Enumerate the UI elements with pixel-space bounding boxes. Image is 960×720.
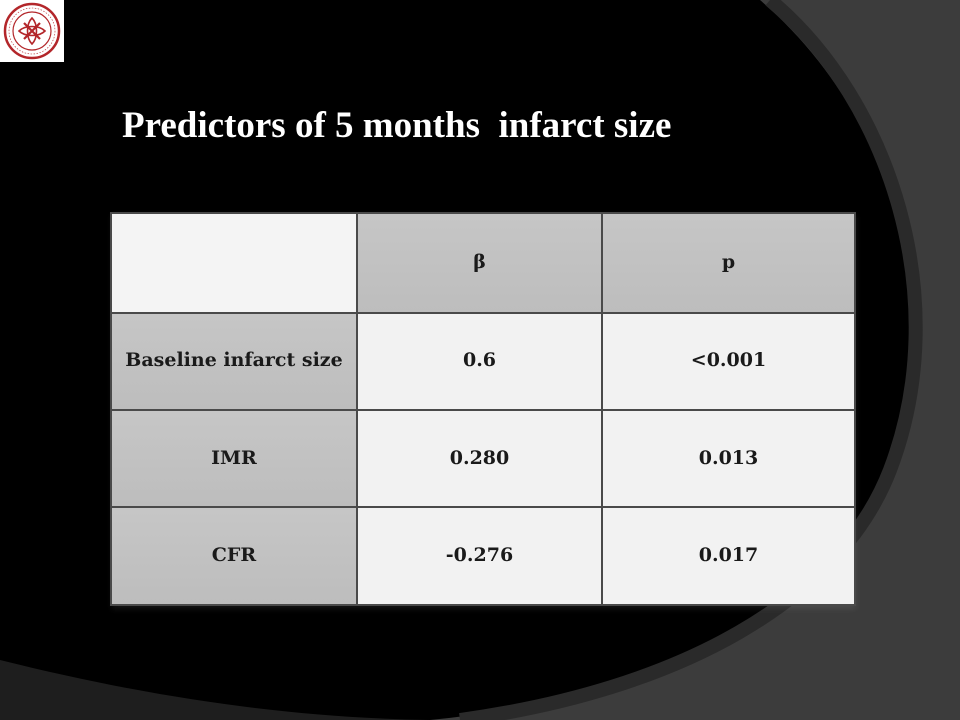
results-table: β p Baseline infarct size 0.6 <0.001 IMR…: [110, 212, 856, 606]
beta-value: -0.276: [356, 506, 603, 606]
table-row: CFR -0.276 0.017: [110, 506, 856, 606]
predictors-table: β p Baseline infarct size 0.6 <0.001 IMR…: [110, 212, 856, 606]
beta-value: 0.280: [356, 408, 603, 509]
p-value: 0.013: [601, 408, 856, 509]
table-header-row: β p: [110, 212, 856, 314]
header-empty-cell: [110, 212, 358, 314]
slide-title: Predictors of 5 months infarct size: [122, 105, 672, 146]
university-logo: [0, 0, 64, 62]
table-row: IMR 0.280 0.013: [110, 408, 856, 509]
p-value: 0.017: [601, 506, 856, 606]
header-p: p: [601, 212, 856, 314]
header-beta: β: [356, 212, 603, 314]
p-value: <0.001: [601, 311, 856, 412]
table-row: Baseline infarct size 0.6 <0.001: [110, 311, 856, 412]
row-label: IMR: [110, 408, 358, 509]
row-label: Baseline infarct size: [110, 311, 358, 412]
beta-value: 0.6: [356, 311, 603, 412]
university-seal-icon: [3, 2, 61, 60]
row-label: CFR: [110, 506, 358, 606]
